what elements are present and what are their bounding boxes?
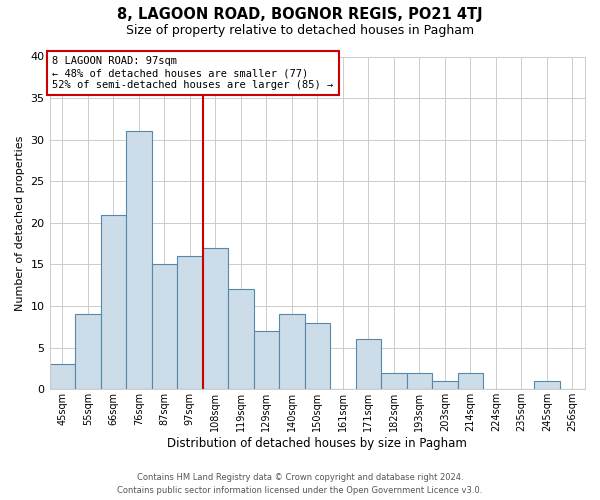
Bar bbox=[203, 248, 228, 390]
Text: 8 LAGOON ROAD: 97sqm
← 48% of detached houses are smaller (77)
52% of semi-detac: 8 LAGOON ROAD: 97sqm ← 48% of detached h… bbox=[52, 56, 334, 90]
X-axis label: Distribution of detached houses by size in Pagham: Distribution of detached houses by size … bbox=[167, 437, 467, 450]
Bar bbox=[305, 322, 330, 390]
Bar bbox=[254, 331, 279, 390]
Bar bbox=[534, 381, 560, 390]
Bar bbox=[152, 264, 177, 390]
Bar bbox=[75, 314, 101, 390]
Bar bbox=[177, 256, 203, 390]
Y-axis label: Number of detached properties: Number of detached properties bbox=[15, 135, 25, 310]
Text: 8, LAGOON ROAD, BOGNOR REGIS, PO21 4TJ: 8, LAGOON ROAD, BOGNOR REGIS, PO21 4TJ bbox=[117, 8, 483, 22]
Bar bbox=[407, 372, 432, 390]
Bar bbox=[356, 340, 381, 390]
Bar bbox=[432, 381, 458, 390]
Bar bbox=[279, 314, 305, 390]
Bar bbox=[228, 290, 254, 390]
Bar bbox=[50, 364, 75, 390]
Text: Contains HM Land Registry data © Crown copyright and database right 2024.
Contai: Contains HM Land Registry data © Crown c… bbox=[118, 473, 482, 495]
Bar bbox=[458, 372, 483, 390]
Bar bbox=[381, 372, 407, 390]
Bar bbox=[101, 214, 126, 390]
Text: Size of property relative to detached houses in Pagham: Size of property relative to detached ho… bbox=[126, 24, 474, 37]
Bar bbox=[126, 132, 152, 390]
